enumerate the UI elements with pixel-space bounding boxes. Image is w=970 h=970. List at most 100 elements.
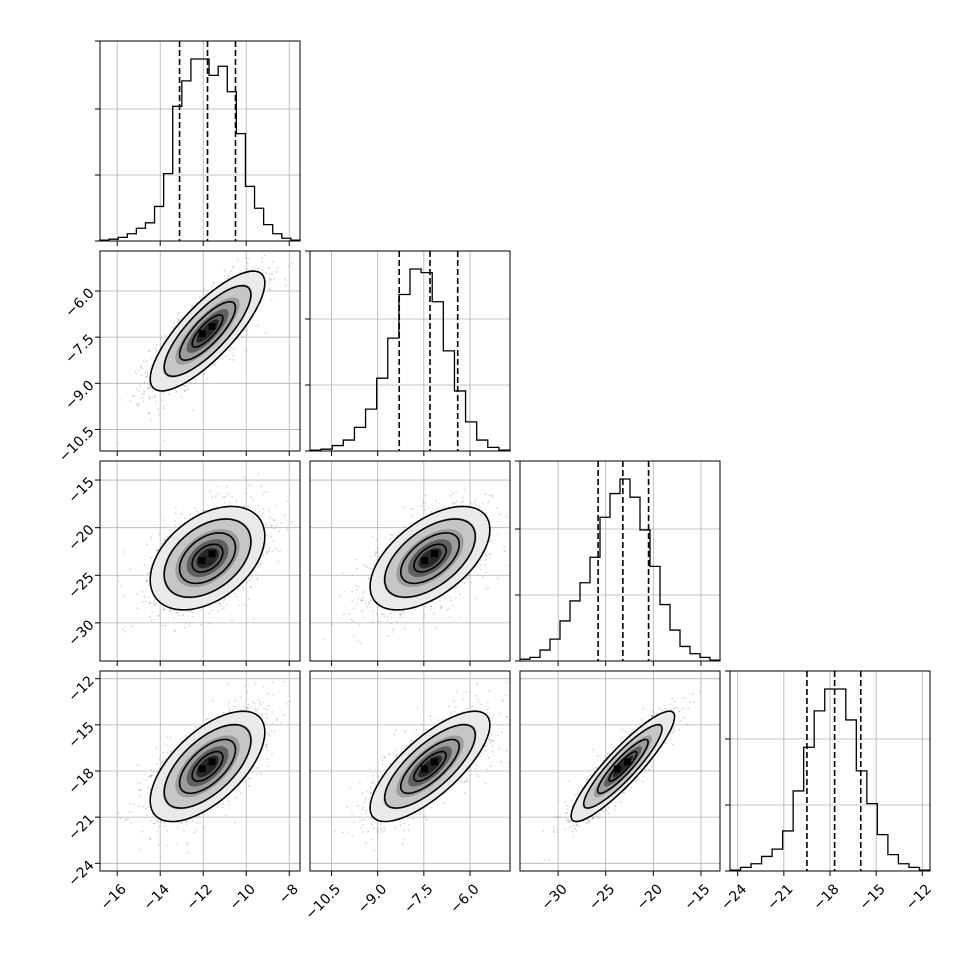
scatter-point <box>427 506 430 509</box>
scatter-point <box>162 624 164 627</box>
scatter-point <box>236 338 239 341</box>
scatter-point <box>203 288 206 291</box>
scatter-point <box>161 542 164 545</box>
scatter-point <box>235 499 238 502</box>
scatter-point <box>156 549 158 552</box>
scatter-point <box>478 505 480 508</box>
scatter-point <box>268 267 271 270</box>
scatter-point <box>140 365 143 368</box>
scatter-point <box>164 537 167 540</box>
scatter-point <box>194 725 197 728</box>
scatter-point <box>141 600 144 603</box>
scatter-point <box>136 388 139 391</box>
scatter-point <box>249 585 252 588</box>
scatter-point <box>467 574 470 577</box>
scatter-point <box>496 533 499 535</box>
scatter-point <box>452 605 454 607</box>
scatter-point <box>137 402 140 405</box>
scatter-point <box>129 399 132 402</box>
scatter-point <box>232 265 235 268</box>
scatter-point <box>479 564 482 567</box>
scatter-point <box>212 363 215 366</box>
scatter-point <box>237 259 239 262</box>
scatter-point <box>172 617 175 620</box>
scatter-point <box>475 597 478 600</box>
scatter-point <box>259 563 262 565</box>
scatter-point <box>459 593 462 595</box>
scatter-point <box>177 317 179 320</box>
histogram-panel-3 <box>725 670 931 872</box>
scatter-point <box>162 751 164 754</box>
scatter-point <box>470 501 473 504</box>
scatter-point <box>227 701 230 704</box>
scatter-point <box>198 296 201 298</box>
scatter-point <box>120 585 123 587</box>
scatter-point <box>229 501 232 503</box>
scatter-point <box>430 605 433 608</box>
scatter-point <box>244 492 247 495</box>
scatter-point <box>242 604 245 606</box>
scatter-panel-0-2 <box>99 460 301 662</box>
scatter-point <box>176 611 179 614</box>
scatter-point <box>404 525 406 528</box>
scatter-point <box>435 499 438 502</box>
scatter-point <box>455 500 458 503</box>
scatter-point <box>144 371 147 374</box>
scatter-point <box>411 514 413 517</box>
contour-line <box>178 532 237 585</box>
scatter-point <box>376 613 378 615</box>
scatter-point <box>355 584 358 587</box>
scatter-point <box>271 273 274 276</box>
scatter-point <box>149 567 152 570</box>
scatter-point <box>117 580 119 583</box>
scatter-point <box>449 494 452 497</box>
scatter-point <box>157 408 160 411</box>
scatter-point <box>148 412 151 415</box>
scatter-point <box>136 593 138 595</box>
scatter-point <box>374 551 377 553</box>
scatter-point <box>436 508 438 511</box>
scatter-point <box>271 524 273 527</box>
scatter-point <box>438 502 441 505</box>
scatter-point <box>275 547 277 550</box>
scatter-point <box>342 572 345 574</box>
scatter-point <box>446 609 449 612</box>
scatter-point <box>266 745 268 747</box>
scatter-point <box>241 589 244 591</box>
scatter-point <box>485 553 487 556</box>
scatter-point <box>183 384 185 387</box>
scatter-point <box>473 501 476 504</box>
scatter-point <box>142 400 145 403</box>
scatter-point <box>148 397 151 400</box>
scatter-point <box>270 279 273 282</box>
scatter-point <box>284 278 286 280</box>
density-layer <box>116 251 293 445</box>
scatter-point <box>218 602 221 605</box>
scatter-point <box>423 613 426 616</box>
scatter-point <box>150 557 153 559</box>
scatter-point <box>202 372 205 375</box>
density-peak <box>198 330 206 337</box>
scatter-point <box>497 521 499 523</box>
scatter-point <box>154 394 157 397</box>
scatter-point <box>383 615 386 618</box>
scatter-point <box>387 619 389 622</box>
scatter-point <box>268 282 271 285</box>
scatter-point <box>379 620 381 623</box>
scatter-point <box>243 329 246 332</box>
scatter-point <box>262 512 265 514</box>
scatter-point <box>125 818 127 821</box>
scatter-point <box>455 597 457 600</box>
scatter-point <box>430 605 433 608</box>
scatter-point <box>400 613 402 615</box>
scatter-point <box>481 575 484 578</box>
scatter-point <box>164 825 166 828</box>
scatter-point <box>343 590 346 593</box>
scatter-point <box>149 837 151 840</box>
scatter-point <box>503 545 505 548</box>
scatter-point <box>359 642 362 645</box>
scatter-point <box>368 567 370 570</box>
scatter-point <box>368 577 370 580</box>
scatter-point <box>270 524 273 527</box>
scatter-point <box>250 586 252 589</box>
